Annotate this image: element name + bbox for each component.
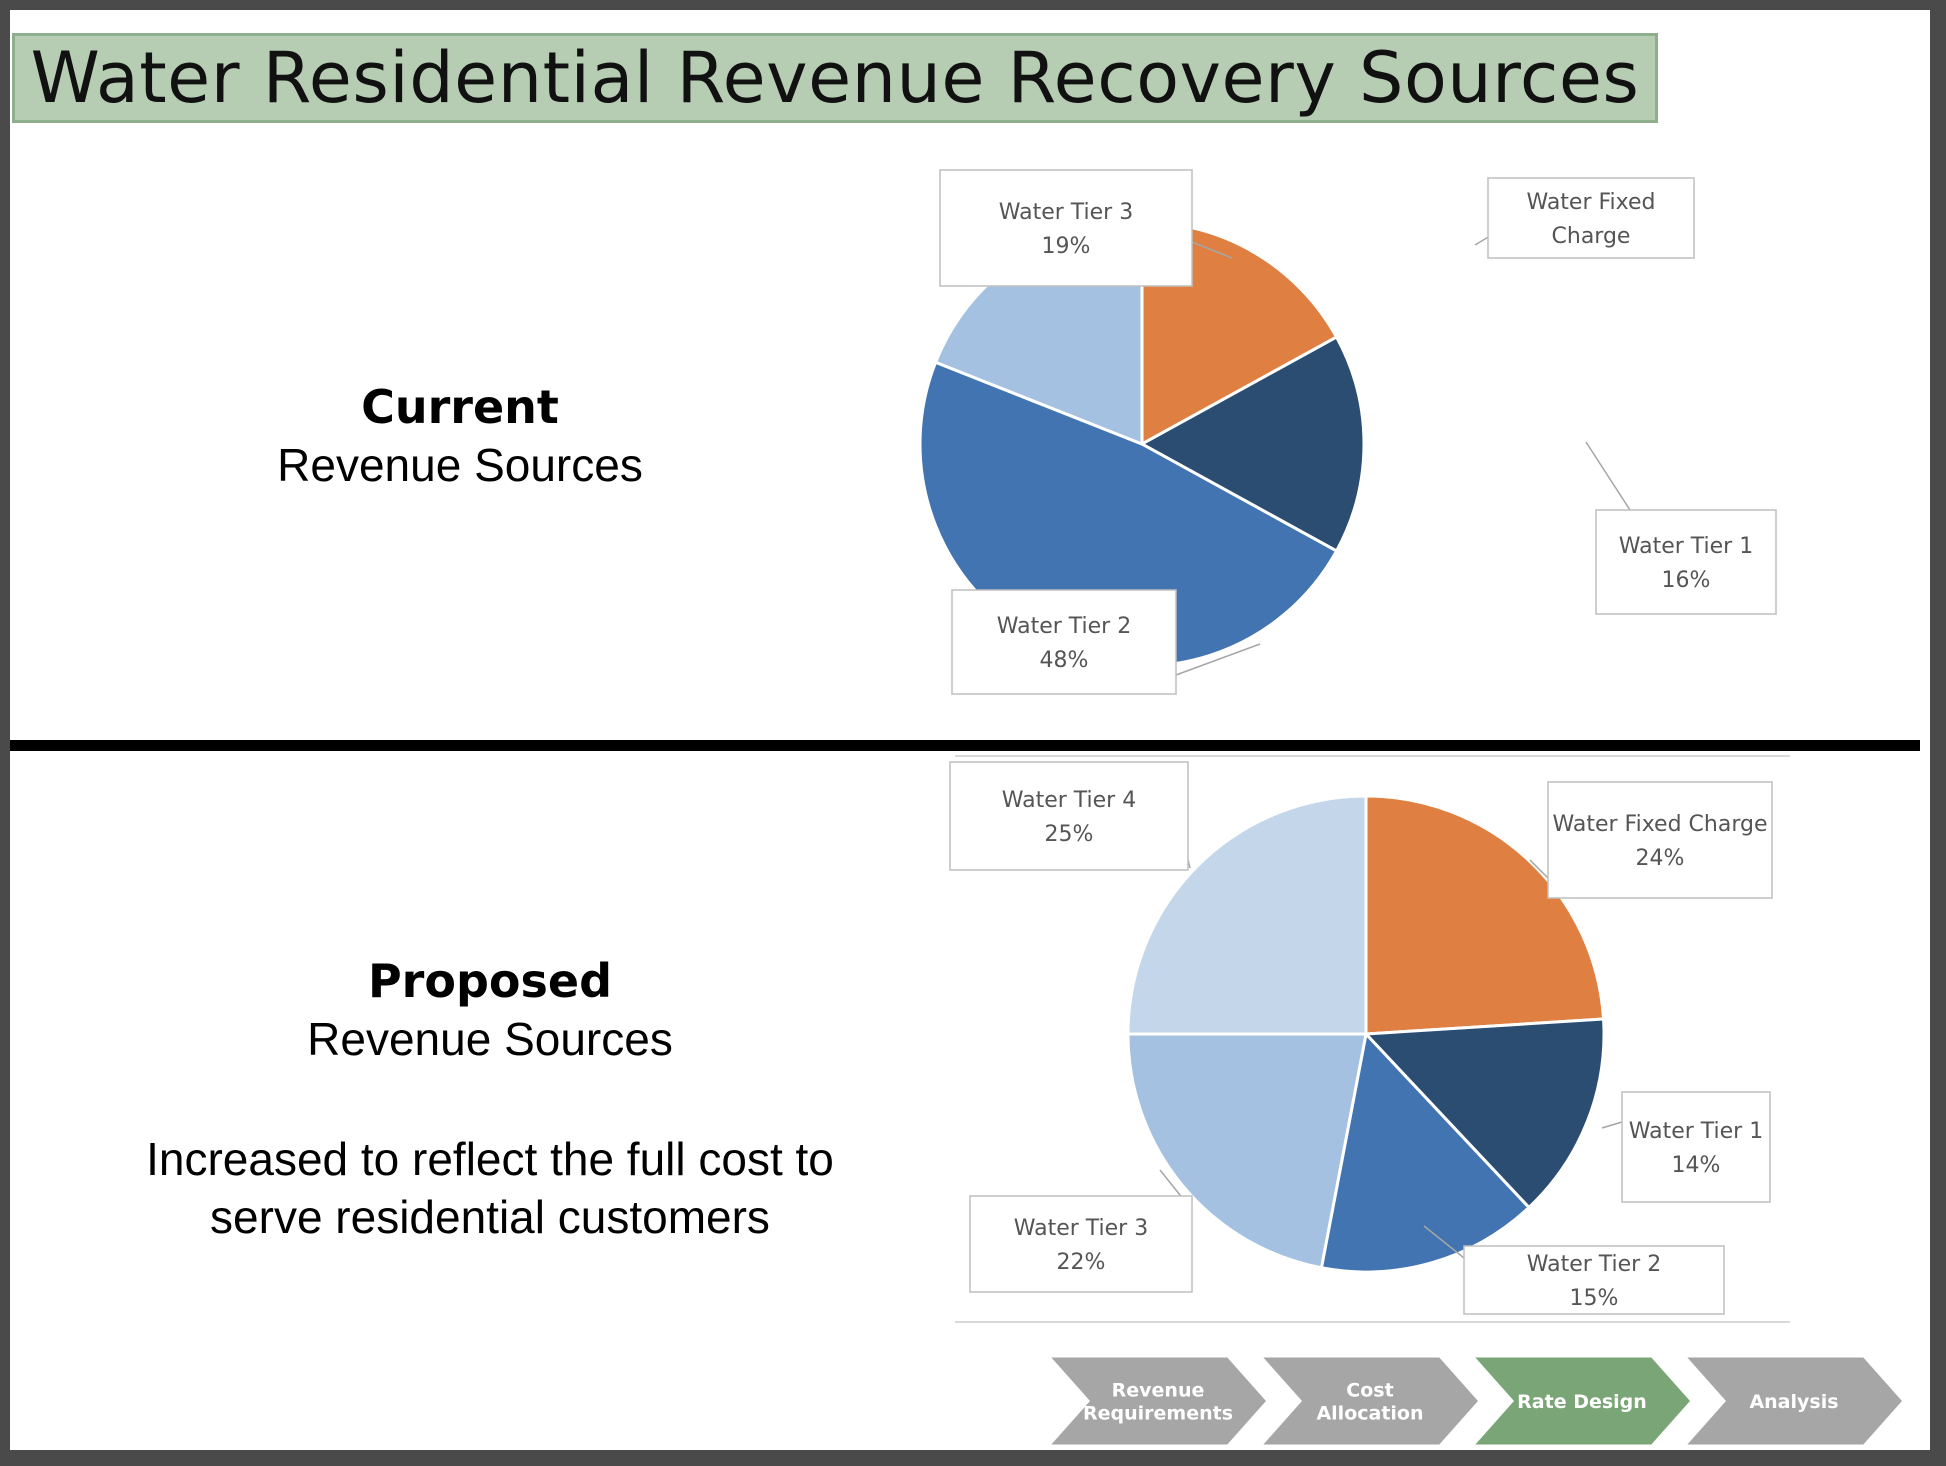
- slice-label-text: Water Tier 1: [1629, 1119, 1763, 1144]
- slice-value-text: 22%: [1057, 1250, 1106, 1275]
- proposed-subheading: Revenue Sources: [307, 1013, 673, 1065]
- proposed-slice-water-tier-1: [1362, 1017, 1606, 1210]
- label-box: [949, 761, 1189, 871]
- slice-label-text: Water Tier 2: [1527, 1252, 1661, 1277]
- process-step-rate-design[interactable]: Rate Design: [1469, 1356, 1695, 1446]
- chevron-shape: [1681, 1356, 1907, 1446]
- process-step-analysis[interactable]: Analysis: [1681, 1356, 1907, 1446]
- leader-line: [1529, 859, 1549, 879]
- proposed-slice-water-tier-2: [1319, 1030, 1532, 1274]
- label-box: [951, 589, 1177, 695]
- current-label-water-tier-2: Water Tier 2 48%: [951, 589, 1261, 695]
- current-subheading: Revenue Sources: [277, 439, 643, 491]
- slice-value-text: 15%: [1570, 1286, 1619, 1311]
- current-heading: Current: [361, 380, 559, 434]
- leader-line: [1175, 643, 1261, 676]
- chevron-shape: [1257, 1356, 1483, 1446]
- proposed-slice-water-fixed-charge: [1364, 794, 1606, 1036]
- chevron-shape: [1469, 1356, 1695, 1446]
- proposed-slice-water-tier-4: [1126, 794, 1368, 1036]
- proposed-label-water-tier-2: Water Tier 2 15%: [1423, 1225, 1725, 1315]
- slice-label-text: Water Tier 2: [997, 614, 1131, 639]
- proposed-note: Increased to reflect the full cost to se…: [100, 1130, 880, 1246]
- proposed-label-water-fixed-charge: Water Fixed Charge 24%: [1529, 781, 1773, 899]
- proposed-pie-slices: [1126, 794, 1606, 1274]
- label-box: [1595, 509, 1777, 615]
- leader-line: [1191, 241, 1233, 259]
- title-banner: Water Residential Revenue Recovery Sourc…: [12, 33, 1658, 123]
- slice-label-text: Water Fixed Charge: [1553, 812, 1768, 837]
- proposed-heading: Proposed: [367, 954, 613, 1008]
- chevron-shape: [1048, 1356, 1271, 1446]
- leader-line: [1601, 1121, 1623, 1129]
- proposed-slice-water-tier-3: [1126, 1032, 1368, 1270]
- current-label-water-fixed-charge: Water Fixed Charge: [1474, 177, 1695, 259]
- slide: Water Residential Revenue Recovery Sourc…: [10, 10, 1930, 1450]
- label-box: [939, 169, 1193, 287]
- slice-label-text: Water Tier 4: [1002, 788, 1136, 813]
- proposed-label-water-tier-3: Water Tier 3 22%: [969, 1169, 1193, 1293]
- slice-label-text: Water Tier 3: [999, 200, 1133, 225]
- label-box: [1487, 177, 1695, 259]
- slice-value-text: 14%: [1672, 1153, 1721, 1178]
- leader-line: [1585, 441, 1631, 511]
- section-divider: [10, 740, 1920, 751]
- slice-label-text: Water Fixed: [1526, 190, 1655, 215]
- slice-label-text: Water Tier 1: [1619, 534, 1753, 559]
- label-box: [1621, 1091, 1771, 1203]
- slice-value-text: 16%: [1662, 568, 1711, 593]
- chevron-label: Analysis: [1749, 1391, 1838, 1413]
- slice-value-text: Charge: [1552, 224, 1631, 249]
- label-box: [1463, 1245, 1725, 1315]
- proposed-note-line-1: Increased to reflect the full cost to: [146, 1133, 834, 1185]
- chevron-label: Revenue: [1112, 1380, 1205, 1402]
- current-label-water-tier-1: Water Tier 1 16%: [1585, 441, 1777, 615]
- current-caption: Current Revenue Sources: [160, 378, 760, 494]
- proposed-note-line-2: serve residential customers: [210, 1191, 770, 1243]
- chevron-label: Cost: [1346, 1380, 1393, 1402]
- slice-label-text: Water Tier 3: [1014, 1216, 1148, 1241]
- chevron-label: Requirements: [1083, 1403, 1233, 1425]
- proposed-caption: Proposed Revenue Sources: [210, 952, 770, 1068]
- page-title: Water Residential Revenue Recovery Sourc…: [30, 37, 1640, 119]
- chevron-label: Rate Design: [1517, 1391, 1647, 1413]
- proposed-label-water-tier-1: Water Tier 1 14%: [1601, 1091, 1771, 1203]
- slice-value-text: 19%: [1042, 234, 1091, 259]
- label-box: [969, 1195, 1193, 1293]
- slice-value-text: 25%: [1045, 822, 1094, 847]
- current-label-water-tier-3: Water Tier 3 19%: [939, 169, 1233, 287]
- chevron-label: Allocation: [1316, 1403, 1423, 1425]
- leader-line: [1423, 1225, 1465, 1259]
- label-box: [1547, 781, 1773, 899]
- slice-value-text: 24%: [1636, 846, 1685, 871]
- current-slice-water-tier-1: [1138, 335, 1366, 553]
- proposed-label-water-tier-4: Water Tier 4 25%: [949, 761, 1191, 871]
- slice-value-text: 48%: [1040, 648, 1089, 673]
